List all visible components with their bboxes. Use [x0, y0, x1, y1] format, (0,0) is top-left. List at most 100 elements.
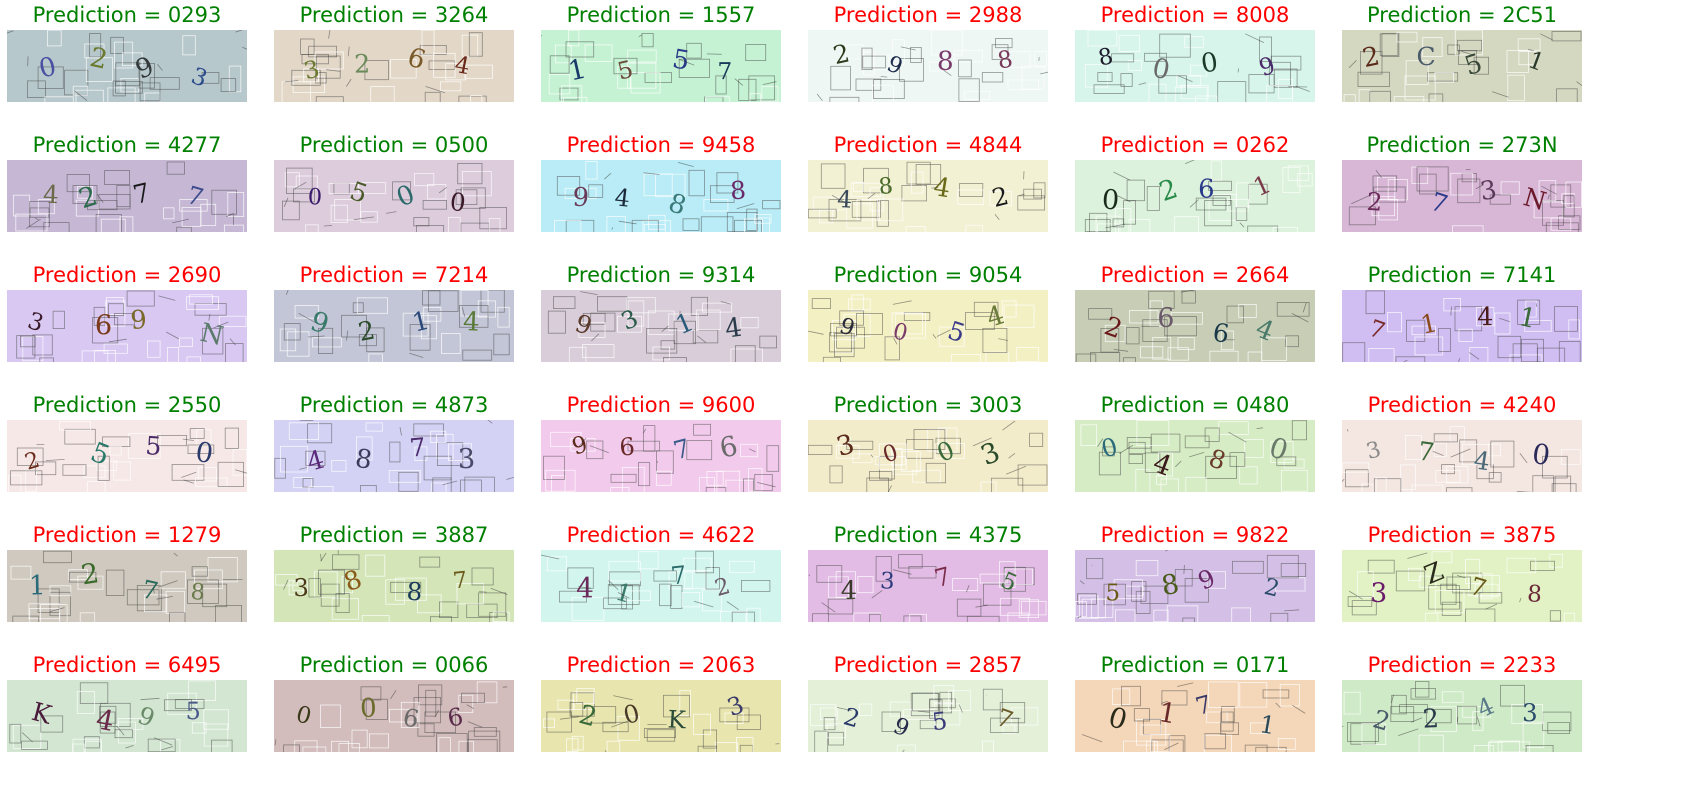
- captcha-character: 3: [879, 568, 895, 595]
- prediction-panel: Prediction = 2988 2 9 8 8: [808, 2, 1048, 122]
- prediction-title: Prediction = 7141: [1367, 263, 1557, 287]
- captcha-character: 5: [186, 697, 201, 725]
- prediction-title: Prediction = 4873: [299, 393, 489, 417]
- prediction-title: Prediction = 0262: [1100, 133, 1290, 157]
- prediction-panel: Prediction = 4622 4 1 7 2: [541, 522, 781, 642]
- prediction-title: Prediction = 0480: [1100, 393, 1290, 417]
- captcha-character: 1: [612, 577, 635, 609]
- captcha-character: 7: [1193, 690, 1215, 721]
- captcha-character: 2: [1422, 704, 1440, 735]
- prediction-title: Prediction = 7214: [299, 263, 489, 287]
- prediction-panel: Prediction = 7141 7 1 4 1: [1342, 262, 1582, 382]
- captcha-character: 2: [1360, 41, 1382, 74]
- captcha-character: 7: [670, 433, 693, 465]
- prediction-panel: Prediction = 2664 2 6 6 4: [1075, 262, 1315, 382]
- prediction-panel: Prediction = 0066 0 0 6 6: [274, 652, 514, 772]
- prediction-panel: Prediction = 9458 9 4 8 8: [541, 132, 781, 252]
- prediction-panel: Prediction = 9314 9 3 1 4: [541, 262, 781, 382]
- captcha-character: 6: [618, 433, 635, 462]
- prediction-title: Prediction = 2690: [32, 263, 222, 287]
- captcha-character: 2: [354, 48, 370, 78]
- captcha-character: 8: [877, 173, 894, 200]
- prediction-title: Prediction = 4375: [833, 523, 1023, 547]
- prediction-title: Prediction = 9600: [566, 393, 756, 417]
- prediction-title: Prediction = 2233: [1367, 653, 1557, 677]
- captcha-character: 6: [1198, 175, 1214, 205]
- captcha-character: 2: [87, 42, 110, 76]
- captcha-character: 0: [1098, 431, 1121, 463]
- prediction-panel: Prediction = 0480 0 4 8 0: [1075, 392, 1315, 512]
- prediction-title: Prediction = 2664: [1100, 263, 1290, 287]
- captcha-character: 2: [831, 38, 853, 70]
- prediction-panel: Prediction = 4240 3 7 4 0: [1342, 392, 1582, 512]
- prediction-title: Prediction = 4277: [32, 133, 222, 157]
- captcha-character: 6: [445, 702, 465, 732]
- captcha-character: 5: [145, 431, 163, 461]
- captcha-character: 7: [408, 432, 427, 462]
- captcha-character: 3: [1364, 437, 1384, 465]
- captcha-character: 0: [1101, 184, 1120, 216]
- prediction-title: Prediction = 3264: [299, 3, 489, 27]
- captcha-character: 8: [937, 47, 954, 77]
- captcha-character: 8: [406, 577, 423, 607]
- captcha-character: 2: [840, 702, 862, 733]
- captcha-character: 2: [1366, 187, 1384, 217]
- captcha-character: 7: [130, 178, 153, 211]
- captcha-image: 1 2 7 8: [7, 550, 247, 622]
- captcha-character: 8: [729, 175, 747, 205]
- prediction-title: Prediction = 0500: [299, 133, 489, 157]
- captcha-character: 6: [400, 702, 421, 734]
- captcha-character: 2: [1370, 704, 1394, 736]
- prediction-panel: Prediction = 4277 4 2 7 7: [7, 132, 247, 252]
- prediction-title: Prediction = 1279: [32, 523, 222, 547]
- prediction-panel: Prediction = 9600 9 6 7 6: [541, 392, 781, 512]
- prediction-title: Prediction = 2988: [833, 3, 1023, 27]
- prediction-panel: Prediction = 3003 3 0 0 3: [808, 392, 1048, 512]
- captcha-character: 2: [356, 315, 378, 348]
- captcha-character: 4: [841, 576, 857, 606]
- prediction-title: Prediction = 3003: [833, 393, 1023, 417]
- captcha-character: 0: [1530, 437, 1552, 472]
- prediction-title: Prediction = 9054: [833, 263, 1023, 287]
- captcha-character: 1: [566, 54, 590, 88]
- captcha-character: 5: [615, 55, 636, 86]
- prediction-panel: Prediction = 2550 2 5 5 0: [7, 392, 247, 512]
- prediction-panel: Prediction = 0500 0 5 0 0: [274, 132, 514, 252]
- captcha-character: 1: [1516, 301, 1539, 335]
- prediction-title: Prediction = 3875: [1367, 523, 1557, 547]
- prediction-panel: Prediction = 0262 0 2 6 1: [1075, 132, 1315, 252]
- captcha-character: 8: [1159, 569, 1181, 602]
- prediction-panel: Prediction = 2063 2 0 K 3: [541, 652, 781, 772]
- prediction-title: Prediction = 6495: [32, 653, 222, 677]
- prediction-title: Prediction = 9314: [566, 263, 756, 287]
- prediction-panel: Prediction = 3887 3 8 8 7: [274, 522, 514, 642]
- prediction-title: Prediction = 4844: [833, 133, 1023, 157]
- captcha-character: 0: [448, 187, 467, 218]
- captcha-character: 4: [931, 172, 952, 204]
- captcha-character: C: [1416, 42, 1436, 72]
- captcha-character: 1: [29, 570, 46, 601]
- captcha-character: 8: [353, 444, 374, 476]
- prediction-panel: Prediction = 4375 4 3 7 5: [808, 522, 1048, 642]
- prediction-panel: Prediction = 2690 3 6 9 N: [7, 262, 247, 382]
- prediction-panel: Prediction = 273N 2 7 3 N: [1342, 132, 1582, 252]
